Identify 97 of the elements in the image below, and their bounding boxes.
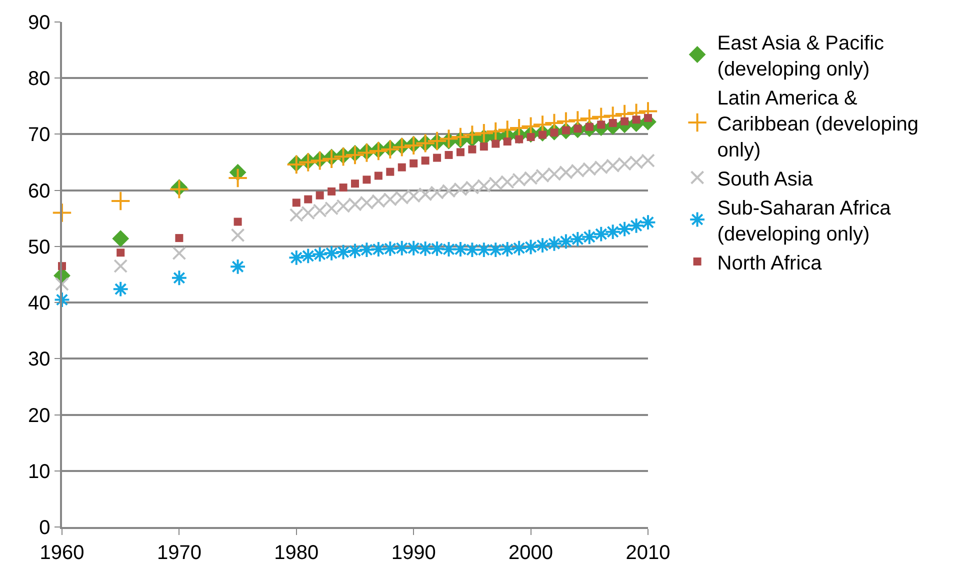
point xyxy=(421,156,430,165)
point xyxy=(234,218,242,226)
point xyxy=(440,241,457,258)
legend-label: South Asia xyxy=(717,168,814,190)
y-tick-label: 20 xyxy=(28,404,50,427)
point xyxy=(428,240,446,257)
point xyxy=(54,292,70,308)
point xyxy=(417,240,434,257)
point xyxy=(346,242,364,260)
point xyxy=(312,246,328,262)
point xyxy=(172,246,186,260)
point xyxy=(344,144,366,166)
point xyxy=(497,120,518,140)
x-tick-label: 2010 xyxy=(626,542,670,564)
point xyxy=(534,237,551,254)
point xyxy=(616,220,633,238)
point xyxy=(438,128,459,149)
point xyxy=(292,198,300,207)
point xyxy=(486,121,506,142)
point xyxy=(288,249,305,266)
point xyxy=(410,159,418,168)
point xyxy=(328,187,336,196)
point xyxy=(499,241,516,258)
point xyxy=(468,145,476,154)
point xyxy=(110,190,131,212)
point xyxy=(175,234,184,242)
point xyxy=(450,126,471,148)
point xyxy=(581,228,598,246)
point xyxy=(487,242,504,258)
x-tick-label: 1960 xyxy=(40,542,84,564)
point xyxy=(464,242,480,258)
point xyxy=(510,240,528,256)
point xyxy=(116,248,125,257)
y-tick-label: 60 xyxy=(28,180,50,202)
point xyxy=(300,248,316,264)
point xyxy=(546,235,562,252)
point xyxy=(335,244,352,260)
point xyxy=(321,148,342,170)
legend-label: Latin America & Caribbean (developing only) xyxy=(717,87,919,162)
point xyxy=(644,114,652,122)
point xyxy=(558,233,574,250)
x-tick-label: 1970 xyxy=(156,542,202,564)
point xyxy=(476,242,492,258)
point xyxy=(374,172,382,180)
point xyxy=(230,228,245,242)
point xyxy=(569,230,586,248)
point xyxy=(171,270,188,286)
point xyxy=(112,280,129,298)
x-tick-label: 2000 xyxy=(508,542,554,564)
point xyxy=(632,116,640,124)
point xyxy=(456,148,464,156)
point xyxy=(382,240,398,257)
y-tick-label: 50 xyxy=(28,236,50,258)
point xyxy=(351,180,359,188)
point xyxy=(52,202,72,223)
point xyxy=(522,238,539,256)
point xyxy=(304,195,312,204)
x-tick-label: 1990 xyxy=(391,542,436,564)
legend-label: Sub-Saharan Africa (developing only) xyxy=(717,197,892,246)
point xyxy=(358,242,375,258)
y-tick-label: 80 xyxy=(28,68,50,90)
point xyxy=(370,241,387,258)
point xyxy=(114,259,128,274)
point xyxy=(480,142,488,151)
point xyxy=(55,277,69,292)
point xyxy=(316,191,324,200)
point xyxy=(452,241,469,258)
point xyxy=(503,138,512,146)
point xyxy=(386,168,394,176)
y-tick-label: 90 xyxy=(28,12,50,34)
point xyxy=(640,214,656,231)
y-tick-label: 30 xyxy=(28,348,50,371)
point xyxy=(398,163,406,172)
legend-label: North Africa xyxy=(717,252,823,274)
y-tick-label: 40 xyxy=(28,292,50,315)
point xyxy=(339,184,348,192)
point xyxy=(169,179,190,200)
point xyxy=(323,244,340,262)
point xyxy=(462,124,482,145)
point xyxy=(230,258,246,275)
point xyxy=(362,176,371,184)
y-tick-label: 10 xyxy=(28,460,50,483)
point xyxy=(228,168,248,188)
point xyxy=(112,230,130,248)
point xyxy=(628,217,644,234)
x-tick-label: 1980 xyxy=(274,542,319,564)
legend-label: East Asia & Pacific (developing only) xyxy=(717,32,884,80)
point xyxy=(394,240,410,256)
point xyxy=(592,226,610,242)
point xyxy=(604,224,622,240)
y-tick-label: 0 xyxy=(39,517,50,539)
point xyxy=(405,240,422,256)
point xyxy=(492,140,500,148)
point xyxy=(474,123,494,144)
point xyxy=(433,154,442,162)
y-tick-label: 70 xyxy=(28,124,50,146)
point xyxy=(444,150,453,159)
